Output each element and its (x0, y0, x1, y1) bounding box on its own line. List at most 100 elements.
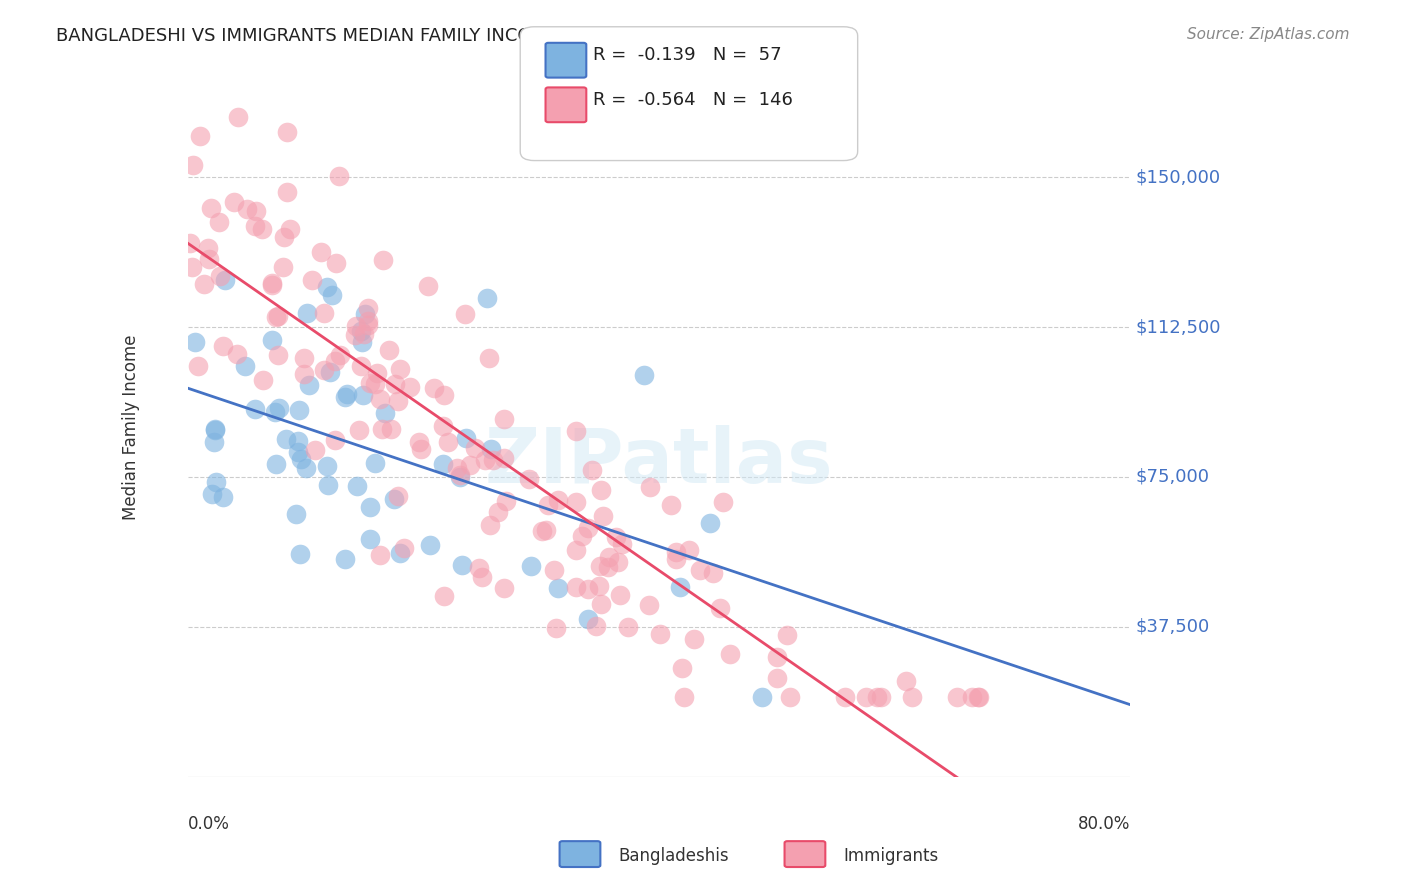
Point (350, 324, 373, 338)
Point (285, 508, 308, 522)
Point (423, 381, 446, 395)
Point (245, 203, 267, 218)
Point (520, 559, 543, 574)
Point (181, 158, 204, 172)
Point (304, 443, 326, 458)
Point (350, 359, 373, 374)
Point (495, 493, 517, 508)
Point (236, 202, 259, 216)
Point (547, 582, 569, 596)
Point (683, 632, 706, 647)
Point (589, 597, 612, 611)
Point (669, 580, 692, 594)
Point (357, 301, 380, 315)
Point (323, 354, 346, 368)
Point (204, 422, 226, 436)
Point (364, 456, 387, 470)
Point (617, 620, 640, 634)
Text: Median Family Income: Median Family Income (122, 334, 141, 520)
Point (449, 469, 471, 483)
Point (451, 558, 474, 572)
Point (665, 552, 688, 566)
Point (399, 380, 422, 394)
Point (202, 434, 225, 449)
Point (315, 280, 337, 294)
Text: Source: ZipAtlas.com: Source: ZipAtlas.com (1187, 27, 1350, 42)
Point (226, 111, 249, 125)
Point (295, 461, 318, 475)
Point (364, 377, 387, 392)
Point (471, 570, 494, 584)
Point (184, 334, 207, 349)
Text: BANGLADESHI VS IMMIGRANTS MEDIAN FAMILY INCOME CORRELATION CHART: BANGLADESHI VS IMMIGRANTS MEDIAN FAMILY … (56, 27, 759, 45)
Point (689, 563, 711, 577)
Point (543, 563, 565, 577)
Point (204, 475, 226, 489)
Point (565, 580, 588, 594)
Point (468, 560, 491, 574)
Point (328, 169, 350, 183)
Point (475, 292, 498, 306)
Point (855, 690, 877, 704)
Point (960, 690, 983, 704)
Point (222, 195, 245, 210)
Point (896, 673, 918, 688)
Point (333, 552, 356, 566)
Point (349, 423, 371, 437)
Point (295, 306, 318, 320)
Point (357, 318, 380, 332)
Point (288, 403, 311, 417)
Point (346, 478, 368, 492)
Point (359, 376, 381, 391)
Point (356, 314, 378, 328)
Point (699, 516, 721, 530)
Point (492, 412, 515, 426)
Point (278, 222, 301, 236)
Point (537, 498, 560, 512)
Point (565, 494, 588, 508)
Point (437, 434, 460, 449)
Point (702, 566, 724, 580)
Point (193, 277, 215, 292)
Point (290, 452, 312, 467)
Point (779, 690, 801, 704)
Point (200, 201, 222, 215)
Point (260, 276, 283, 290)
Point (589, 483, 612, 498)
Point (671, 661, 693, 675)
Point (353, 326, 375, 341)
Point (486, 505, 509, 519)
Point (673, 690, 696, 704)
Text: ZIPatlas: ZIPatlas (485, 425, 834, 499)
Point (233, 359, 256, 374)
Point (581, 463, 603, 477)
Point (409, 442, 432, 456)
Point (245, 219, 267, 233)
Point (352, 388, 374, 402)
Point (350, 334, 373, 349)
Point (288, 547, 311, 561)
Point (316, 459, 339, 474)
Point (464, 441, 486, 455)
Point (267, 401, 290, 415)
Point (323, 433, 346, 447)
Point (276, 125, 298, 139)
Point (433, 589, 456, 603)
Point (765, 649, 787, 664)
Point (325, 255, 347, 269)
Point (638, 480, 661, 494)
Point (371, 422, 394, 436)
Point (432, 418, 454, 433)
Point (359, 532, 381, 546)
Point (208, 214, 231, 228)
Point (576, 612, 599, 626)
Point (571, 529, 593, 543)
Point (678, 542, 700, 557)
Point (901, 690, 924, 704)
Point (273, 230, 295, 244)
Point (610, 537, 633, 551)
Point (709, 601, 731, 615)
Point (478, 351, 501, 365)
Point (834, 690, 856, 704)
Point (585, 619, 607, 633)
